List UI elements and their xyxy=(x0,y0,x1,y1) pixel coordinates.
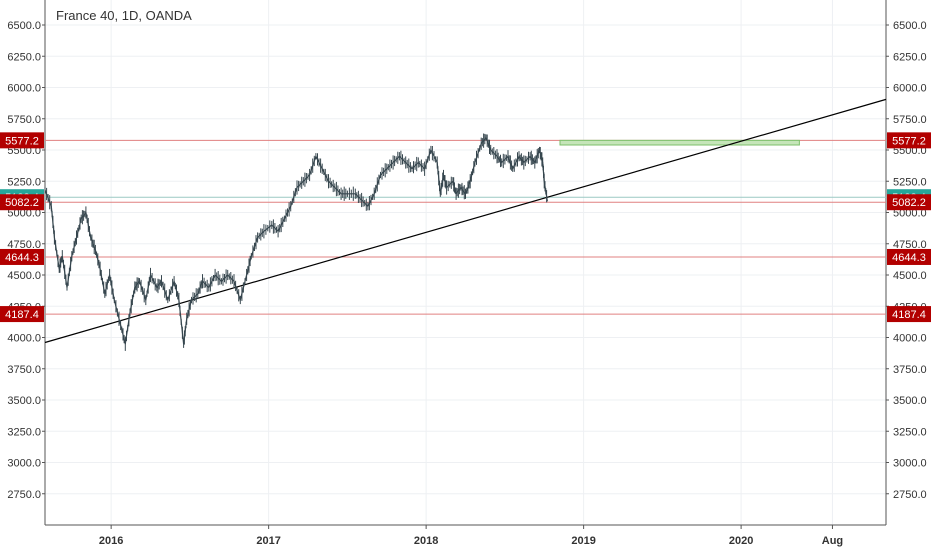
y-tick-label-left: 3250.0 xyxy=(7,426,41,438)
level-tag-label-left: 5082.2 xyxy=(5,197,39,209)
y-tick-label-left: 3000.0 xyxy=(7,458,41,470)
y-tick-label-right: 4500.0 xyxy=(893,270,927,282)
y-tick-label-left: 4500.0 xyxy=(7,270,41,282)
level-tag-right xyxy=(887,194,931,211)
x-tick-label: Aug xyxy=(822,535,843,547)
support-trendline xyxy=(44,98,887,344)
y-tick-label-right: 5250.0 xyxy=(893,176,927,188)
y-tick-label-left: 5750.0 xyxy=(7,114,41,126)
level-tag-label-left: 5577.2 xyxy=(5,135,39,147)
level-tag-label-left: 4644.3 xyxy=(5,252,39,264)
price-series xyxy=(44,133,548,351)
y-tick-label-right: 3250.0 xyxy=(893,426,927,438)
level-tag-left xyxy=(0,306,44,323)
chart-title: France 40, 1D, OANDA xyxy=(56,8,192,23)
y-tick-label-right: 3000.0 xyxy=(893,458,927,470)
trendline-layer xyxy=(44,98,887,344)
y-tick-label-left: 4750.0 xyxy=(7,239,41,251)
y-tick-label-left: 6250.0 xyxy=(7,51,41,63)
y-tick-label-right: 4000.0 xyxy=(893,333,927,345)
level-tag-label-right: 5577.2 xyxy=(892,135,926,147)
y-tick-label-right: 2750.0 xyxy=(893,489,927,501)
level-tag-right xyxy=(887,132,931,149)
y-tick-label-left: 6000.0 xyxy=(7,83,41,95)
target-zone xyxy=(559,139,800,146)
y-tick-label-left: 3750.0 xyxy=(7,364,41,376)
x-axis: 2016 2017 2018 2019 2020 Aug xyxy=(99,525,843,547)
level-tags: 5577.25577.25122.45122.45082.25082.24644… xyxy=(0,132,931,323)
x-tick-label: 2020 xyxy=(729,535,753,547)
y-tick-label-right: 6250.0 xyxy=(893,51,927,63)
y-tick-label-left: 2750.0 xyxy=(7,489,41,501)
y-tick-label-right: 5000.0 xyxy=(893,208,927,220)
y-tick-label-right: 4750.0 xyxy=(893,239,927,251)
y-axis-left: 2750.03000.03250.03500.03750.04000.04250… xyxy=(7,20,45,501)
x-tick-label: 2017 xyxy=(256,535,280,547)
level-tag-label-right: 5082.2 xyxy=(892,197,926,209)
y-tick-label-left: 5250.0 xyxy=(7,176,41,188)
price-line xyxy=(44,136,548,345)
level-tag-left xyxy=(0,132,44,149)
level-tag-label-left: 4187.4 xyxy=(5,309,39,321)
level-tag-label-right: 4187.4 xyxy=(892,309,926,321)
y-tick-label-right: 3750.0 xyxy=(893,364,927,376)
y-tick-label-right: 5750.0 xyxy=(893,114,927,126)
y-axis-right: 2750.03000.03250.03500.03750.04000.04250… xyxy=(886,20,927,501)
x-tick-label: 2019 xyxy=(571,535,595,547)
level-tag-right xyxy=(887,248,931,265)
y-tick-label-right: 6500.0 xyxy=(893,20,927,32)
y-tick-label-left: 6500.0 xyxy=(7,20,41,32)
x-tick-label: 2016 xyxy=(99,535,123,547)
x-tick-label: 2018 xyxy=(414,535,438,547)
target-zone-rect xyxy=(559,139,800,146)
y-tick-label-left: 5000.0 xyxy=(7,208,41,220)
level-tag-label-right: 4644.3 xyxy=(892,252,926,264)
level-tag-left xyxy=(0,248,44,265)
y-tick-label-right: 3500.0 xyxy=(893,395,927,407)
level-tag-left xyxy=(0,194,44,211)
grid xyxy=(45,0,886,525)
level-tag-right xyxy=(887,306,931,323)
y-tick-label-left: 4000.0 xyxy=(7,333,41,345)
plot-frame xyxy=(44,0,887,526)
y-tick-label-right: 6000.0 xyxy=(893,83,927,95)
y-tick-label-left: 3500.0 xyxy=(7,395,41,407)
